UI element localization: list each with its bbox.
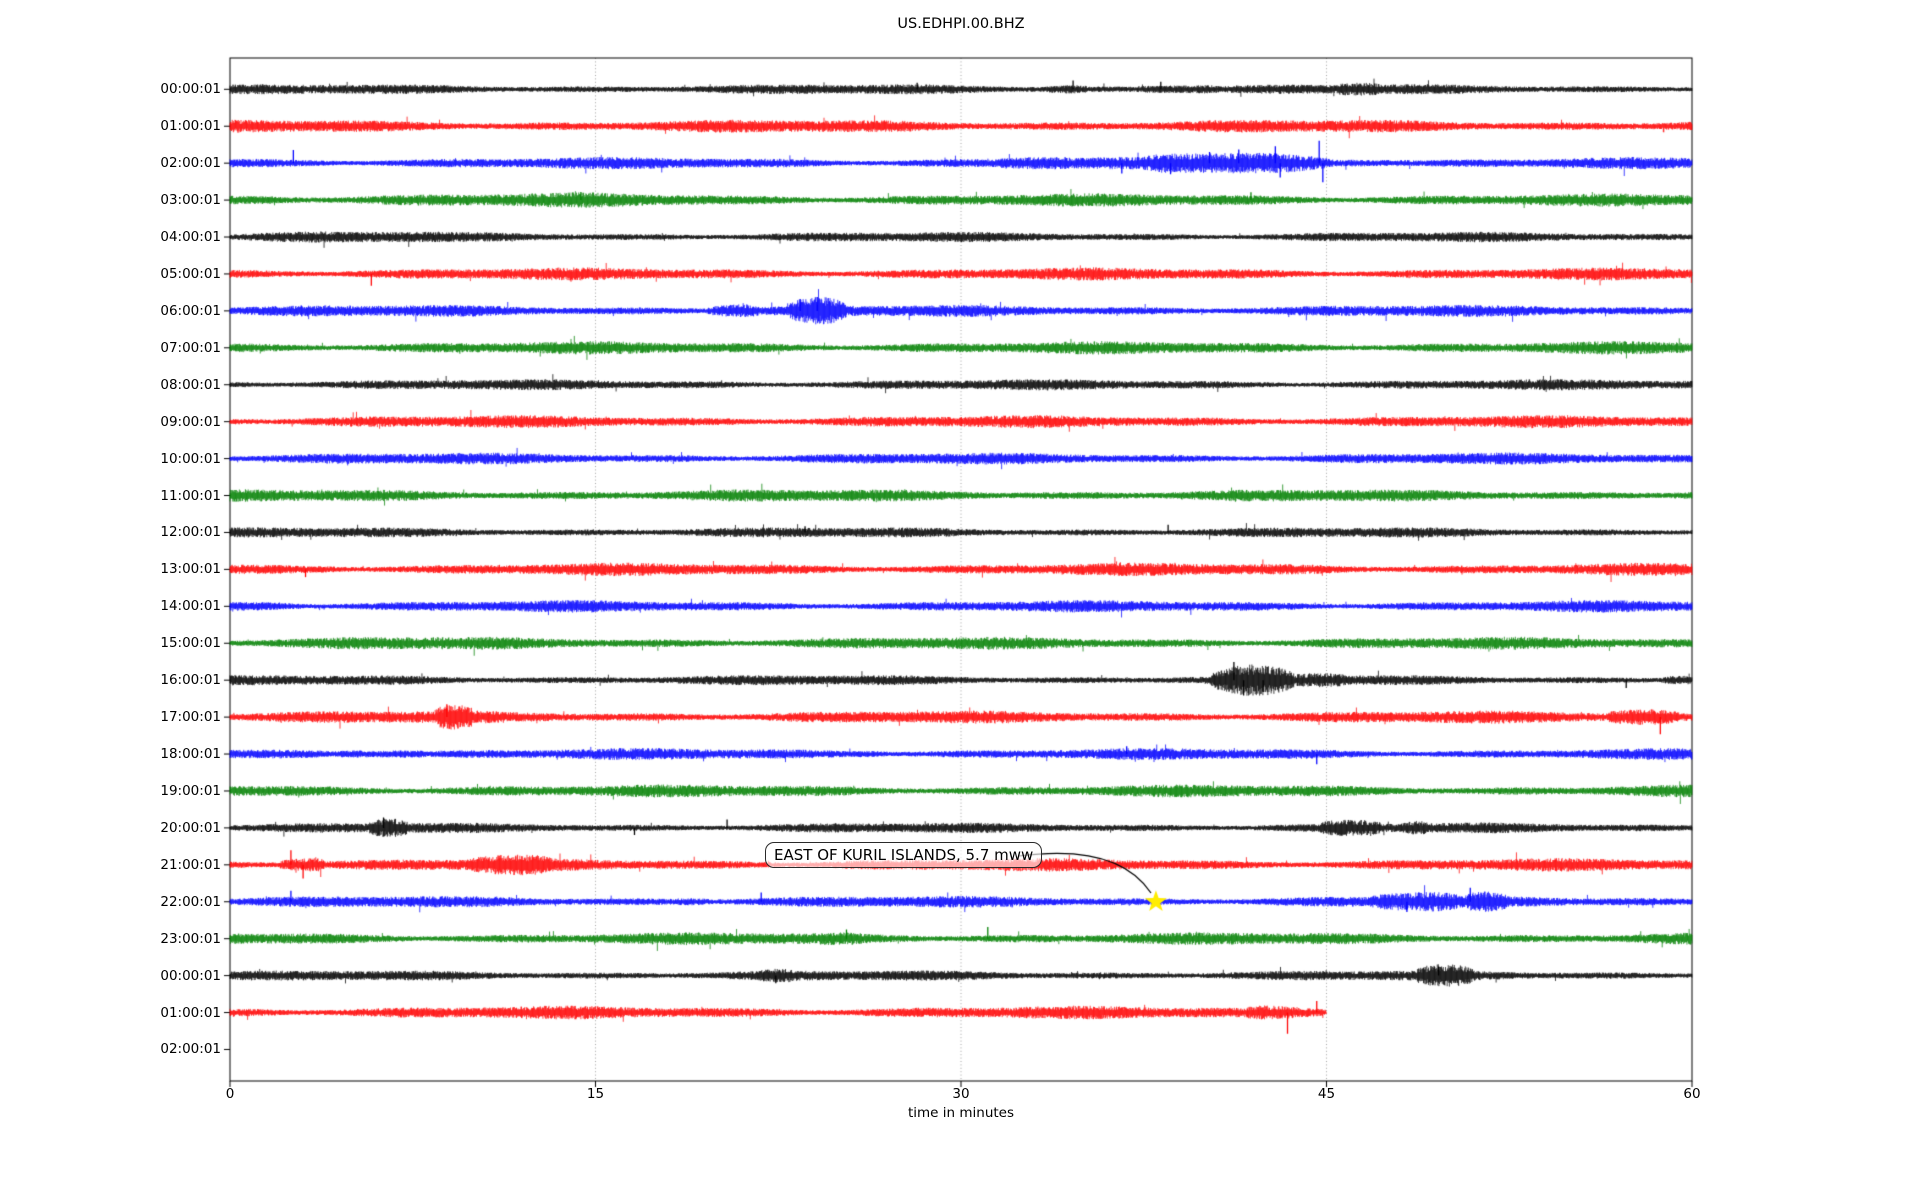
y-tick-label: 08:00:01 [160,376,221,393]
event-annotation: EAST OF KURIL ISLANDS, 5.7 mww [765,842,1043,868]
y-tick-label: 21:00:01 [160,856,221,873]
x-tick-label: 15 [586,1086,605,1102]
x-tick-label: 60 [1683,1086,1701,1102]
x-tick-label: 30 [952,1086,970,1102]
y-tick-label: 00:00:01 [160,81,221,98]
y-tick-label: 17:00:01 [160,709,221,726]
y-tick-label: 06:00:01 [160,302,221,319]
y-tick-label: 13:00:01 [160,561,221,578]
y-tick-label: 04:00:01 [160,229,221,246]
y-tick-label: 14:00:01 [160,598,221,615]
y-tick-label: 02:00:01 [160,1041,221,1058]
y-tick-label: 01:00:01 [160,1004,221,1021]
y-tick-label: 16:00:01 [160,672,221,689]
y-tick-label: 20:00:01 [160,819,221,836]
y-tick-label: 07:00:01 [160,339,221,356]
y-tick-label: 01:00:01 [160,118,221,135]
y-tick-label: 18:00:01 [160,746,221,763]
x-tick-label: 0 [225,1086,235,1102]
y-tick-label: 12:00:01 [160,524,221,541]
y-tick-label: 10:00:01 [160,450,221,467]
y-tick-label: 23:00:01 [160,930,221,947]
y-tick-label: 11:00:01 [160,487,221,504]
y-tick-label: 15:00:01 [160,635,221,652]
y-tick-label: 03:00:01 [160,192,221,209]
x-axis-label: time in minutes [907,1105,1015,1121]
y-tick-label: 09:00:01 [160,413,221,430]
y-tick-label: 00:00:01 [160,967,221,984]
x-tick-label: 45 [1317,1086,1336,1102]
y-tick-label: 19:00:01 [160,782,221,799]
y-tick-label: 22:00:01 [160,893,221,910]
y-tick-label: 05:00:01 [160,265,221,282]
y-tick-label: 02:00:01 [160,155,221,172]
plot-title: US.EDHPI.00.BHZ [897,16,1025,32]
